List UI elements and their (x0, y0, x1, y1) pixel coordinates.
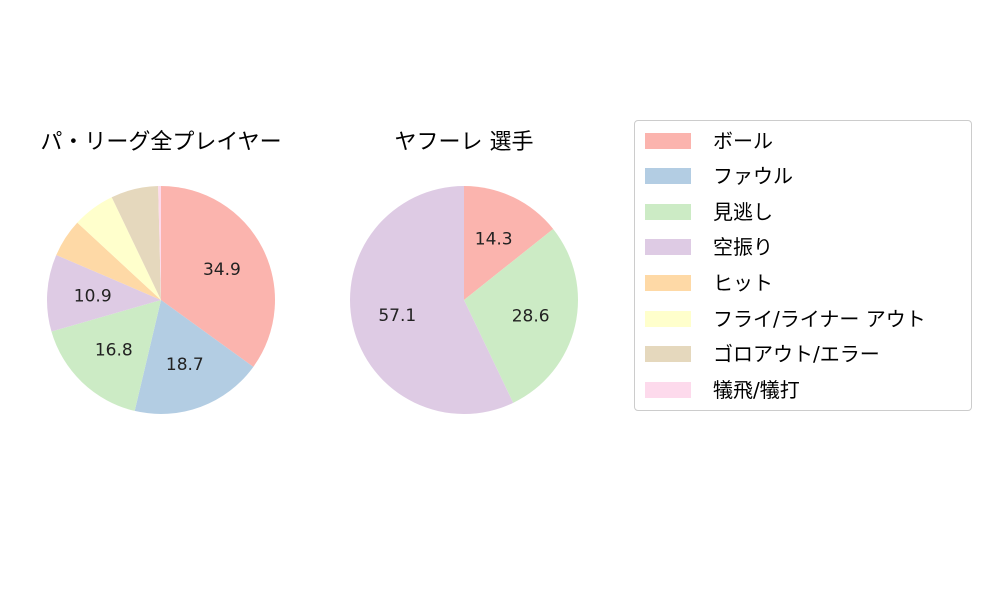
chart-title-right: ヤフーレ 選手 (395, 130, 534, 155)
legend-label: ファウル (713, 164, 793, 188)
legend-swatch (645, 382, 691, 398)
legend-item-sacrifice: 犠飛/犠打 (645, 378, 800, 402)
legend-item-swinging: 空振り (645, 235, 773, 259)
legend: ボール ファウル 見逃し 空振り ヒット フライ/ライナー アウト ゴロアウト/… (634, 120, 972, 411)
legend-label: ヒット (713, 271, 773, 295)
legend-label: ボール (713, 129, 773, 153)
left-pie-slice-6 (111, 186, 161, 300)
legend-label: 犠飛/犠打 (713, 378, 800, 402)
legend-swatch (645, 346, 691, 362)
left-pie-data-label-0: 34.9 (203, 260, 241, 280)
left-pie-slice-5 (77, 197, 161, 300)
legend-label: ゴロアウト/エラー (713, 342, 880, 366)
legend-swatch (645, 239, 691, 255)
legend-swatch (645, 168, 691, 184)
left-pie-data-label-3: 10.9 (74, 287, 112, 307)
legend-item-fly-liner-out: フライ/ライナー アウト (645, 307, 926, 331)
left-pie-slice-7 (158, 186, 161, 300)
right-pie-data-label-1: 28.6 (512, 306, 550, 326)
legend-swatch (645, 204, 691, 220)
legend-item-looking: 見逃し (645, 200, 773, 224)
right-pie-data-label-0: 14.3 (475, 229, 513, 249)
left-pie-slice-2 (51, 300, 161, 411)
left-pie-slice-0 (161, 186, 275, 367)
left-pie-data-label-1: 18.7 (166, 355, 204, 375)
left-pie-slice-4 (56, 222, 161, 300)
legend-swatch (645, 133, 691, 149)
legend-swatch (645, 311, 691, 327)
right-pie-slice-0 (464, 186, 554, 300)
left-pie-slice-3 (46, 254, 161, 332)
left-pie-slice-1 (134, 300, 254, 414)
legend-item-hit: ヒット (645, 271, 773, 295)
chart-title-left: パ・リーグ全プレイヤー (40, 130, 281, 155)
legend-label: フライ/ライナー アウト (713, 307, 926, 331)
right-pie-slice-1 (464, 229, 578, 403)
legend-item-foul: ファウル (645, 164, 793, 188)
legend-item-ball: ボール (645, 129, 773, 153)
legend-label: 見逃し (713, 200, 773, 224)
legend-item-grounder-error: ゴロアウト/エラー (645, 342, 880, 366)
right-pie-data-label-2: 57.1 (378, 306, 416, 326)
pie-left: 34.9 18.7 16.8 10.9 (46, 186, 275, 414)
pie-right: 14.3 28.6 57.1 (349, 186, 578, 414)
legend-swatch (645, 275, 691, 291)
right-pie-slice-2 (349, 186, 514, 414)
left-pie-data-label-2: 16.8 (95, 340, 133, 360)
legend-label: 空振り (713, 235, 773, 259)
